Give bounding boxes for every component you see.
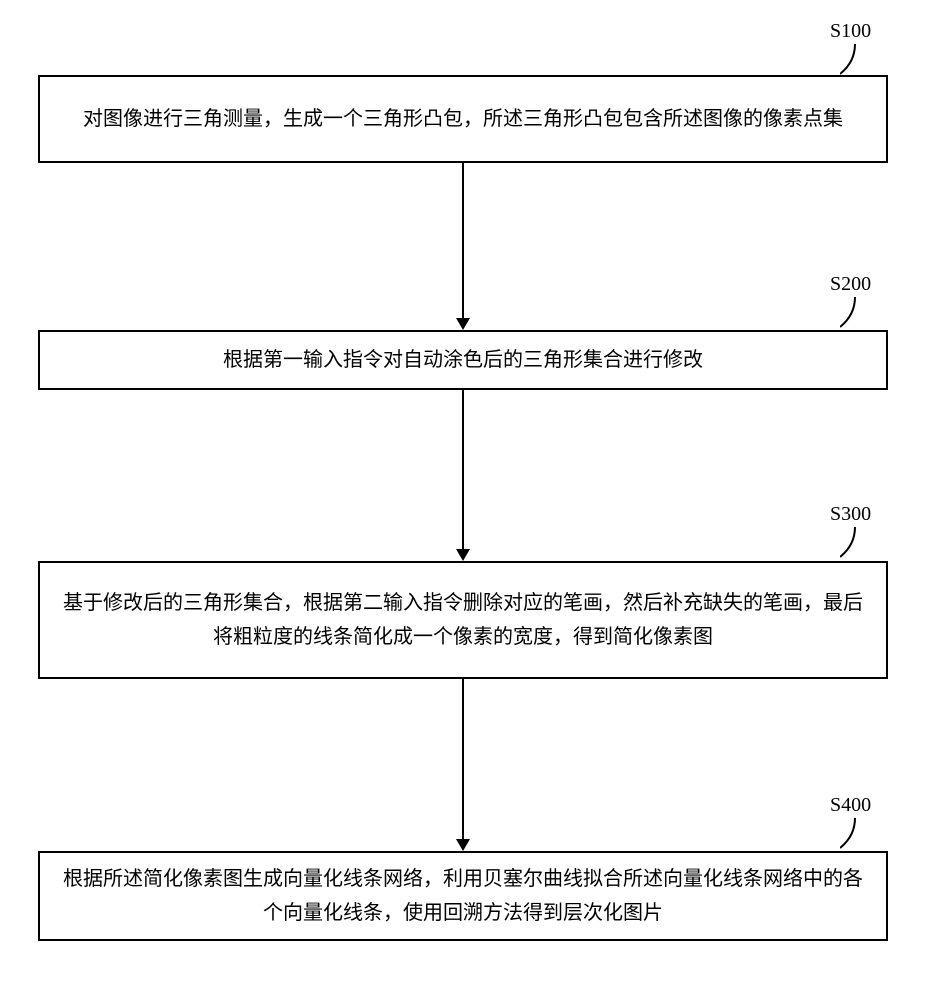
step-label-s100: S100: [830, 20, 871, 43]
step-label-s200: S200: [830, 273, 871, 296]
step-box-s100: 对图像进行三角测量，生成一个三角形凸包，所述三角形凸包包含所述图像的像素点集: [38, 75, 888, 163]
step-label-s300: S300: [830, 503, 871, 526]
hook-s200: [840, 297, 870, 332]
arrow-s300-s400: [456, 839, 470, 851]
step-label-s100-text: S100: [830, 20, 871, 42]
step-box-s300: 基于修改后的三角形集合，根据第二输入指令删除对应的笔画，然后补充缺失的笔画，最后…: [38, 561, 888, 679]
connector-s100-s200: [462, 163, 464, 318]
step-box-s200: 根据第一输入指令对自动涂色后的三角形集合进行修改: [38, 330, 888, 390]
hook-s400: [840, 818, 870, 853]
step-box-s400: 根据所述简化像素图生成向量化线条网络，利用贝塞尔曲线拟合所述向量化线条网络中的各…: [38, 851, 888, 941]
arrow-s100-s200: [456, 318, 470, 330]
step-box-s200-text: 根据第一输入指令对自动涂色后的三角形集合进行修改: [223, 343, 703, 377]
step-box-s400-text: 根据所述简化像素图生成向量化线条网络，利用贝塞尔曲线拟合所述向量化线条网络中的各…: [60, 862, 866, 930]
step-box-s300-text: 基于修改后的三角形集合，根据第二输入指令删除对应的笔画，然后补充缺失的笔画，最后…: [60, 586, 866, 654]
arrow-s200-s300: [456, 549, 470, 561]
hook-s300: [840, 527, 870, 562]
step-label-s400: S400: [830, 794, 871, 817]
step-label-s200-text: S200: [830, 273, 871, 295]
step-box-s100-text: 对图像进行三角测量，生成一个三角形凸包，所述三角形凸包包含所述图像的像素点集: [83, 102, 843, 136]
connector-s300-s400: [462, 679, 464, 839]
step-label-s300-text: S300: [830, 503, 871, 525]
hook-s100: [840, 44, 870, 79]
connector-s200-s300: [462, 390, 464, 549]
step-label-s400-text: S400: [830, 794, 871, 816]
flowchart-container: S100 对图像进行三角测量，生成一个三角形凸包，所述三角形凸包包含所述图像的像…: [0, 0, 926, 1000]
